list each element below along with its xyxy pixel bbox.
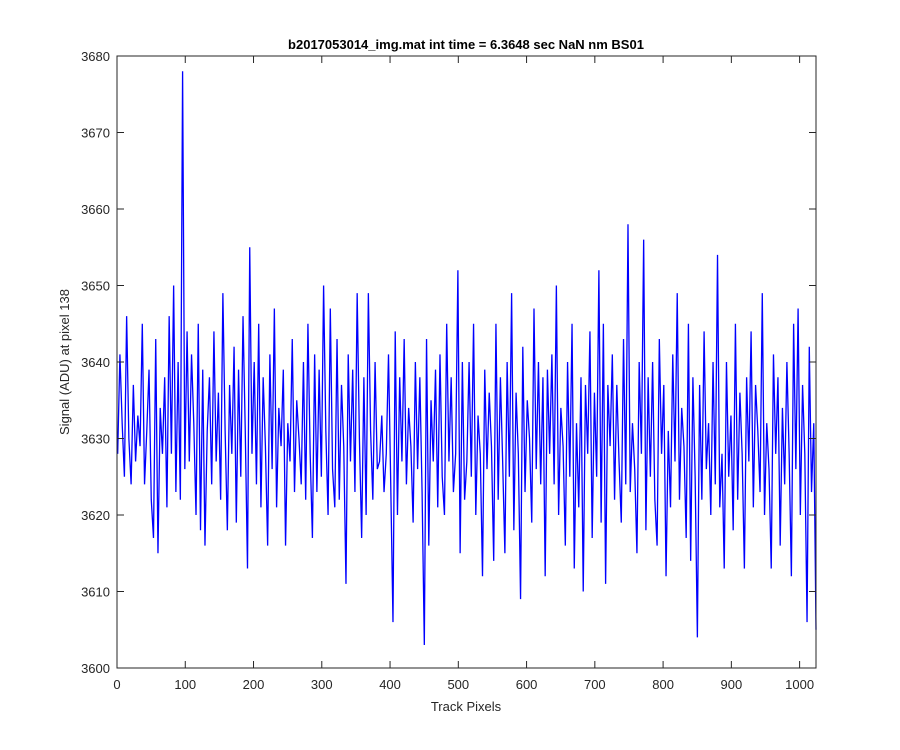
x-tick-label: 1000 [785, 677, 814, 692]
y-tick-label: 3620 [81, 508, 110, 523]
x-tick-label: 500 [447, 677, 469, 692]
y-axis-label: Signal (ADU) at pixel 138 [57, 289, 72, 435]
x-tick-label: 700 [584, 677, 606, 692]
y-tick-label: 3640 [81, 355, 110, 370]
x-tick-label: 900 [721, 677, 743, 692]
y-tick-label: 3630 [81, 432, 110, 447]
y-tick-label: 3660 [81, 202, 110, 217]
axes-box [116, 55, 817, 669]
x-tick-label: 0 [113, 677, 120, 692]
y-tick-label: 3670 [81, 126, 110, 141]
y-tick-label: 3680 [81, 49, 110, 64]
series-line-0 [117, 71, 817, 646]
chart-title: b2017053014_img.mat int time = 6.3648 se… [288, 37, 644, 52]
y-tick-label: 3610 [81, 585, 110, 600]
y-tick-label: 3600 [81, 661, 110, 676]
x-tick-label: 800 [652, 677, 674, 692]
x-tick-label: 100 [174, 677, 196, 692]
x-tick-label: 400 [379, 677, 401, 692]
tick-layer: 0 100 200 300 400 500 600 700 800 900 1000 3600 3610… [81, 49, 816, 692]
y-tick-label: 3650 [81, 279, 110, 294]
series-trace-layer [117, 71, 817, 646]
x-tick-label: 600 [516, 677, 538, 692]
x-axis-label: Track Pixels [431, 699, 502, 714]
x-tick-label: 200 [243, 677, 265, 692]
x-tick-label: 300 [311, 677, 333, 692]
